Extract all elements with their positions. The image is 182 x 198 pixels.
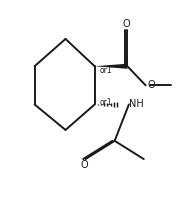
Text: O: O — [122, 19, 130, 29]
Text: or1: or1 — [99, 98, 112, 107]
Text: NH: NH — [129, 99, 144, 109]
Text: O: O — [147, 80, 155, 90]
Text: O: O — [80, 160, 88, 170]
Polygon shape — [95, 64, 127, 69]
Text: or1: or1 — [99, 66, 112, 75]
